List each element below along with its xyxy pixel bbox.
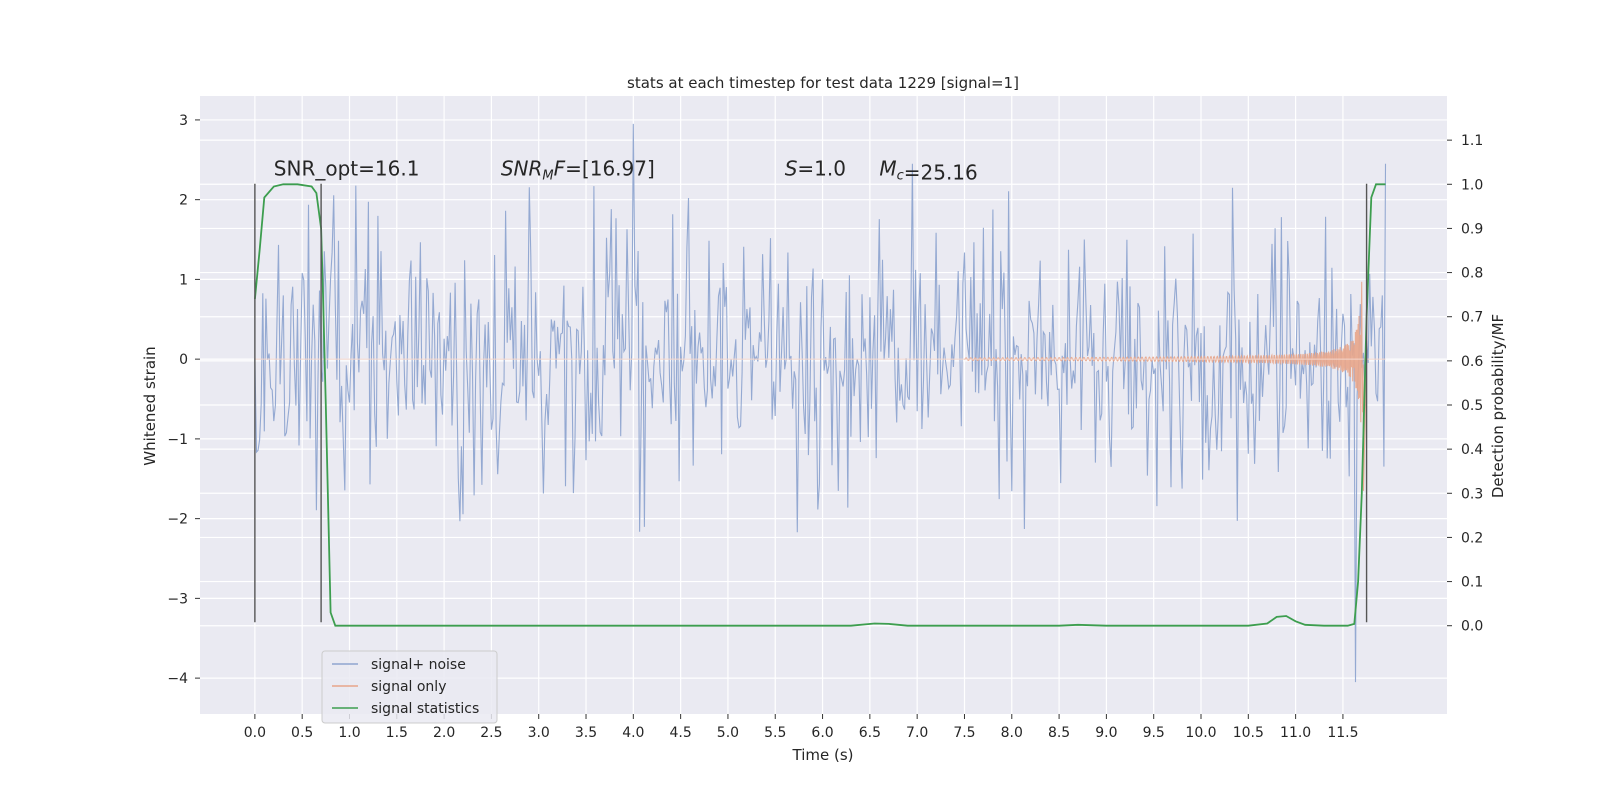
x-tick-label: 10.5 bbox=[1233, 725, 1264, 741]
x-axis-label: Time (s) bbox=[792, 746, 854, 764]
y-tick-label: −4 bbox=[167, 671, 188, 687]
x-tick-label: 3.5 bbox=[575, 725, 597, 741]
grid-lines bbox=[200, 96, 1447, 714]
y-right-tick-label: 0.7 bbox=[1461, 310, 1483, 326]
y-right-tick-label: 0.8 bbox=[1461, 266, 1483, 282]
x-tick-label: 5.5 bbox=[764, 725, 786, 741]
series-layer bbox=[254, 123, 1387, 683]
series-signal-noise bbox=[254, 123, 1387, 683]
series-signal-statistics bbox=[254, 183, 1386, 627]
y-axis-label: Whitened strain bbox=[141, 346, 159, 465]
y-right-tick-label: 0.9 bbox=[1461, 221, 1483, 237]
y-tick-label: 2 bbox=[179, 193, 188, 209]
x-tick-label: 3.0 bbox=[528, 725, 550, 741]
legend-label-signal-noise: signal+ noise bbox=[371, 657, 466, 673]
x-tick-label: 0.5 bbox=[291, 725, 313, 741]
chart-title: stats at each timestep for test data 122… bbox=[627, 74, 1019, 92]
legend-label-signal-only: signal only bbox=[371, 679, 446, 695]
x-tick-label: 2.0 bbox=[433, 725, 455, 741]
vertical-markers bbox=[254, 183, 1368, 623]
y-right-tick-label: 0.5 bbox=[1461, 398, 1483, 414]
y-right-axis-label: Detection probability/MF bbox=[1489, 314, 1507, 498]
y-right-tick-label: 1.1 bbox=[1461, 133, 1483, 149]
y-tick-label: 3 bbox=[179, 113, 188, 129]
x-tick-label: 10.0 bbox=[1185, 725, 1216, 741]
series-signal-only bbox=[964, 281, 1368, 491]
y-tick-label: 1 bbox=[179, 272, 188, 288]
x-tick-label: 7.0 bbox=[906, 725, 928, 741]
legend: signal+ noise signal only signal statist… bbox=[321, 650, 498, 724]
x-tick-label: 9.0 bbox=[1095, 725, 1117, 741]
y-tick-label: 0 bbox=[179, 352, 188, 368]
x-tick-label: 4.0 bbox=[622, 725, 644, 741]
x-tick-label: 1.0 bbox=[338, 725, 360, 741]
legend-label-signal-statistics: signal statistics bbox=[371, 701, 479, 717]
legend-box bbox=[321, 650, 498, 724]
x-tick-label: 8.5 bbox=[1048, 725, 1070, 741]
annotations: SNR_opt=16.1 SNRMF=[16.97] S=1.0 Mc=25.16 bbox=[274, 157, 978, 185]
x-tick-label: 11.5 bbox=[1327, 725, 1358, 741]
y-right-tick-label: 0.6 bbox=[1461, 354, 1483, 370]
y-right-tick-label: 1.0 bbox=[1461, 177, 1483, 193]
x-tick-label: 6.5 bbox=[859, 725, 881, 741]
y-tick-label: −3 bbox=[167, 591, 188, 607]
tick-labels: 0.0 0.5 1.0 1.5 2.0 2.5 3.0 3.5 4.0 4.5 5.0 5.5 6.0 6… bbox=[167, 113, 1483, 741]
x-tick-label: 0.0 bbox=[244, 725, 266, 741]
y-right-tick-label: 0.0 bbox=[1461, 619, 1483, 635]
annotation-1: SNRMF=[16.97] bbox=[501, 157, 655, 184]
annotation-3: Mc=25.16 bbox=[879, 157, 977, 185]
y-right-tick-label: 0.1 bbox=[1461, 575, 1483, 591]
annotation-0: SNR_opt=16.1 bbox=[274, 157, 420, 181]
y-right-tick-label: 0.4 bbox=[1461, 442, 1483, 458]
x-tick-label: 1.5 bbox=[386, 725, 408, 741]
x-tick-label: 2.5 bbox=[480, 725, 502, 741]
x-tick-label: 5.0 bbox=[717, 725, 739, 741]
y-tick-label: −1 bbox=[167, 432, 188, 448]
x-tick-label: 6.0 bbox=[811, 725, 833, 741]
x-tick-label: 11.0 bbox=[1280, 725, 1311, 741]
x-tick-label: 8.0 bbox=[1001, 725, 1023, 741]
x-tick-label: 4.5 bbox=[670, 725, 692, 741]
y-tick-label: −2 bbox=[167, 512, 188, 528]
x-tick-label: 7.5 bbox=[953, 725, 975, 741]
y-right-tick-label: 0.3 bbox=[1461, 486, 1483, 502]
y-right-tick-label: 0.2 bbox=[1461, 530, 1483, 546]
x-tick-label: 9.5 bbox=[1143, 725, 1165, 741]
annotation-2: S=1.0 bbox=[785, 157, 846, 181]
